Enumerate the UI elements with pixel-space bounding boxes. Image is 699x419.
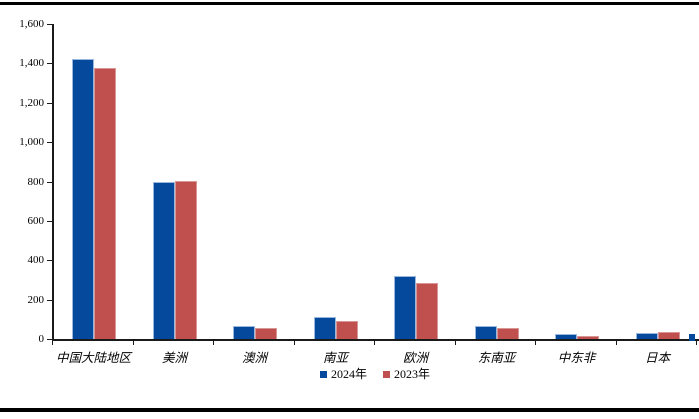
top-divider-rule: [0, 2, 699, 5]
x-axis-tick: [294, 341, 295, 345]
x-axis-tick: [213, 341, 214, 345]
x-axis-label: 美洲: [161, 351, 187, 365]
y-axis-tick: [47, 300, 52, 301]
bar-series-2023: [496, 328, 519, 339]
x-axis-tick: [696, 341, 697, 345]
y-axis-tick: [47, 142, 52, 143]
x-axis-tick: [133, 341, 134, 345]
bar-series-2024: [393, 276, 416, 339]
y-axis-line: [52, 24, 54, 340]
bar-series-2023: [174, 181, 197, 339]
bar-group: [456, 24, 537, 339]
x-axis-label: 南亚: [322, 351, 348, 365]
bar-group: [375, 24, 456, 339]
bar-group: [536, 24, 617, 339]
bar-series-2023: [335, 321, 358, 339]
y-axis-tick: [47, 221, 52, 222]
legend-label: 2023年: [394, 366, 431, 381]
bottom-divider-rule: [0, 408, 699, 412]
bar-series-2024: [635, 333, 658, 339]
bar-series-2024: [474, 326, 497, 339]
bar-group: [53, 24, 134, 339]
y-axis-label: 1,200: [19, 97, 44, 109]
y-axis-tick: [47, 182, 52, 183]
bar-series-2023: [254, 328, 277, 339]
legend-swatch-2023: [383, 370, 390, 378]
bar-series-2024: [71, 59, 94, 339]
x-axis-tick: [455, 341, 456, 345]
x-axis-tick: [374, 341, 375, 345]
y-axis-label: 200: [27, 294, 45, 306]
x-axis-tick: [616, 341, 617, 345]
bar-group: [617, 24, 698, 339]
legend-label: 2024年: [330, 366, 367, 381]
x-axis-label: 中国大陆地区: [55, 351, 131, 365]
x-axis-label: 澳洲: [241, 351, 267, 365]
bar-group: [214, 24, 295, 339]
x-axis-line: [52, 339, 699, 341]
bar-group: [295, 24, 376, 339]
bar-series-2024: [232, 326, 255, 339]
x-axis-tick: [535, 341, 536, 345]
x-axis-label: 中东非: [557, 351, 596, 365]
legend-item-2023: 2023年: [383, 366, 431, 381]
x-axis-label: 东南亚: [477, 351, 516, 365]
bar-series-2024: [152, 182, 175, 339]
y-axis-tick: [47, 103, 52, 104]
y-axis-tick: [47, 339, 52, 340]
bar-series-2023: [415, 283, 438, 339]
legend-swatch-2024: [319, 370, 327, 378]
x-axis-label: 日本: [644, 351, 670, 365]
bar-series-2023: [657, 332, 680, 339]
bar-series-2023: [576, 336, 599, 339]
y-axis-label: 1,400: [19, 57, 44, 69]
bar-series-2024: [313, 317, 336, 339]
y-axis-label: 1,000: [19, 136, 44, 148]
legend-item-2024: 2024年: [319, 366, 367, 381]
y-axis-label: 0: [38, 333, 45, 345]
bar-series-2023: [93, 68, 116, 339]
cropped-bar-fragment: [689, 334, 695, 341]
y-axis-tick: [47, 63, 52, 64]
y-axis-label: 1,600: [19, 18, 44, 30]
bar-series-2024: [554, 334, 577, 339]
x-axis-tick: [52, 341, 53, 345]
y-axis-tick: [47, 260, 52, 261]
chart-legend: 2024年 2023年: [53, 367, 697, 381]
y-axis-label: 600: [27, 215, 45, 227]
y-axis-label: 800: [27, 176, 45, 188]
y-axis-label: 400: [27, 254, 45, 266]
x-axis-label: 欧洲: [402, 351, 428, 365]
y-axis-tick: [47, 24, 52, 25]
bar-group: [134, 24, 215, 339]
